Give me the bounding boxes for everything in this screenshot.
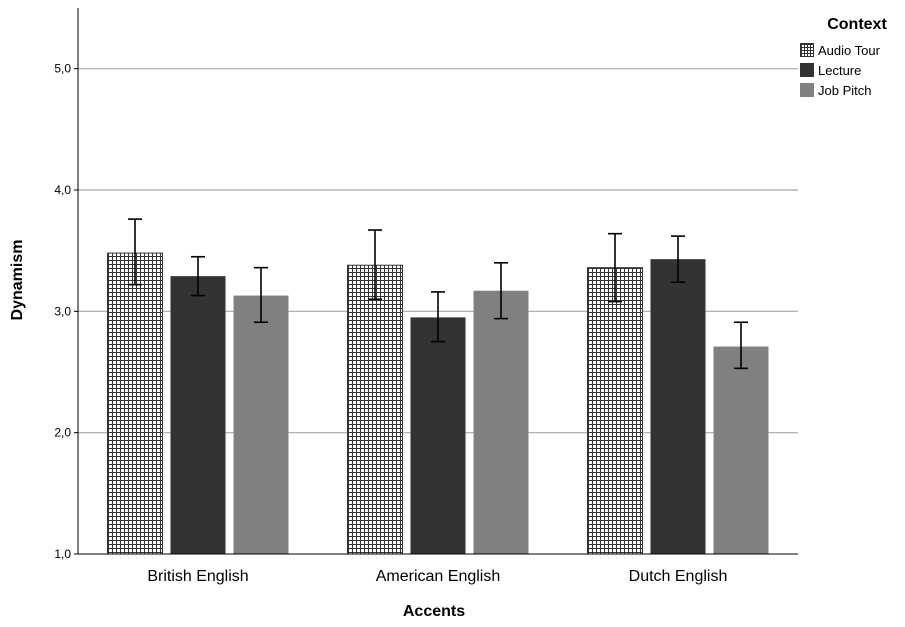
legend: Context Audio Tour Lecture Job Pitch (800, 16, 900, 100)
x-tick-label: American English (376, 568, 501, 585)
gray-swatch-icon (800, 83, 814, 97)
y-tick-label: 4,0 (54, 183, 71, 197)
y-tick-label: 1,0 (54, 547, 71, 561)
bar (347, 264, 403, 555)
legend-item-job-pitch: Job Pitch (800, 80, 900, 100)
y-axis-title: Dynamism (9, 240, 26, 321)
y-tick-label: 2,0 (54, 426, 71, 440)
legend-item-audio-tour: Audio Tour (800, 40, 900, 60)
bar (473, 290, 529, 554)
bar (107, 252, 163, 555)
legend-item-lecture: Lecture (800, 60, 900, 80)
bar (170, 276, 226, 554)
y-tick-label: 5,0 (54, 62, 71, 76)
bar (587, 267, 643, 555)
legend-label: Lecture (818, 62, 862, 78)
legend-label: Audio Tour (818, 42, 880, 58)
x-tick-label: Dutch English (629, 568, 728, 585)
legend-title: Context (827, 16, 887, 33)
bar (233, 295, 289, 554)
axes: 1,0 2,0 3,0 4,0 5,0 British English American E… (54, 8, 798, 585)
bar (713, 346, 769, 554)
x-tick-label: British English (147, 568, 248, 585)
checkered-swatch-icon (800, 43, 814, 57)
legend-label: Job Pitch (818, 82, 872, 98)
bars (107, 252, 769, 555)
bar (650, 259, 706, 554)
dark-swatch-icon (800, 63, 814, 77)
y-tick-label: 3,0 (54, 304, 71, 318)
x-axis-title: Accents (403, 603, 465, 620)
error-bars (128, 218, 748, 370)
bar (410, 317, 466, 554)
